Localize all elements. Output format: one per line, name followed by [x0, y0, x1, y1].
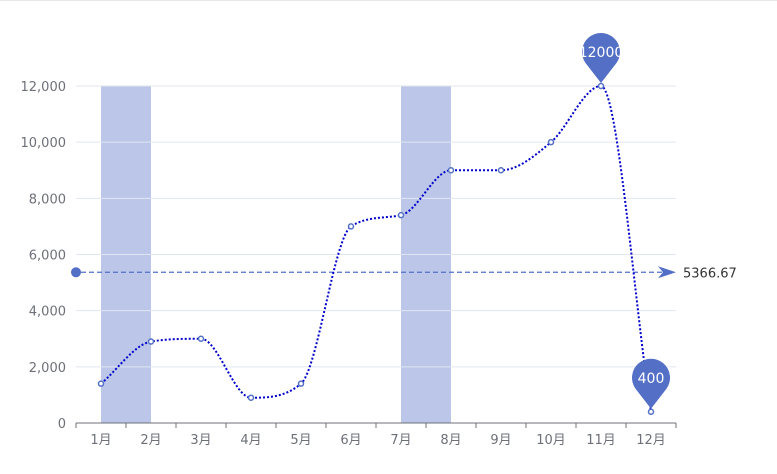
pin-label: 400 — [638, 371, 665, 387]
y-tick-label: 10,000 — [21, 136, 67, 151]
x-tick-label: 11月 — [586, 433, 616, 448]
y-tick-label: 6,000 — [29, 249, 66, 264]
average-mark-line: 5366.67 — [71, 266, 737, 281]
data-point — [597, 82, 605, 90]
x-tick-label: 12月 — [636, 433, 666, 448]
x-tick-label: 2月 — [140, 433, 161, 448]
data-point — [297, 380, 305, 387]
data-point — [147, 338, 155, 345]
data-point — [447, 167, 455, 174]
mark-points: 12000 400 — [579, 32, 671, 409]
x-axis — [75, 422, 677, 428]
data-point — [397, 211, 405, 219]
data-point — [197, 335, 205, 342]
x-tick-label: 6月 — [340, 433, 361, 448]
mark-point-max: 12000 — [579, 32, 624, 83]
pin-shape — [632, 358, 671, 409]
average-line-label: 5366.67 — [683, 266, 737, 281]
average-line-arrow — [658, 266, 676, 279]
data-point — [97, 380, 105, 387]
x-tick-label: 1月 — [90, 433, 111, 448]
mark-point-min: 400 — [632, 358, 671, 409]
series-line — [100, 84, 652, 412]
x-axis-labels: 1月 2月 3月 4月 5月 6月 7月 8月 9月 10月 11月 12月 — [90, 433, 665, 448]
x-tick-label: 10月 — [536, 433, 566, 448]
average-line-start — [71, 267, 81, 278]
x-tick-label: 7月 — [390, 433, 411, 448]
x-tick-label: 4月 — [240, 433, 261, 448]
data-point — [547, 138, 555, 146]
pin-shape — [582, 32, 621, 83]
pin-label: 12000 — [579, 45, 624, 61]
grid-lines — [76, 85, 676, 368]
y-axis-labels: 0 2,000 4,000 6,000 8,000 10,000 12,000 — [21, 80, 67, 432]
x-tick-label: 3月 — [190, 433, 211, 448]
data-point — [647, 408, 655, 416]
y-tick-label: 4,000 — [29, 305, 66, 320]
y-tick-label: 8,000 — [29, 192, 66, 207]
series-line-path — [100, 84, 652, 412]
series-points — [97, 82, 655, 416]
data-point — [347, 223, 355, 230]
x-tick-label: 9月 — [490, 433, 511, 448]
y-tick-label: 0 — [58, 417, 66, 432]
y-tick-label: 2,000 — [29, 361, 66, 376]
x-tick-label: 8月 — [440, 433, 461, 448]
top-border — [0, 0, 777, 1]
x-tick-label: 5月 — [290, 433, 311, 448]
data-point — [497, 167, 505, 174]
y-tick-label: 12,000 — [21, 80, 67, 95]
data-point — [247, 394, 255, 401]
